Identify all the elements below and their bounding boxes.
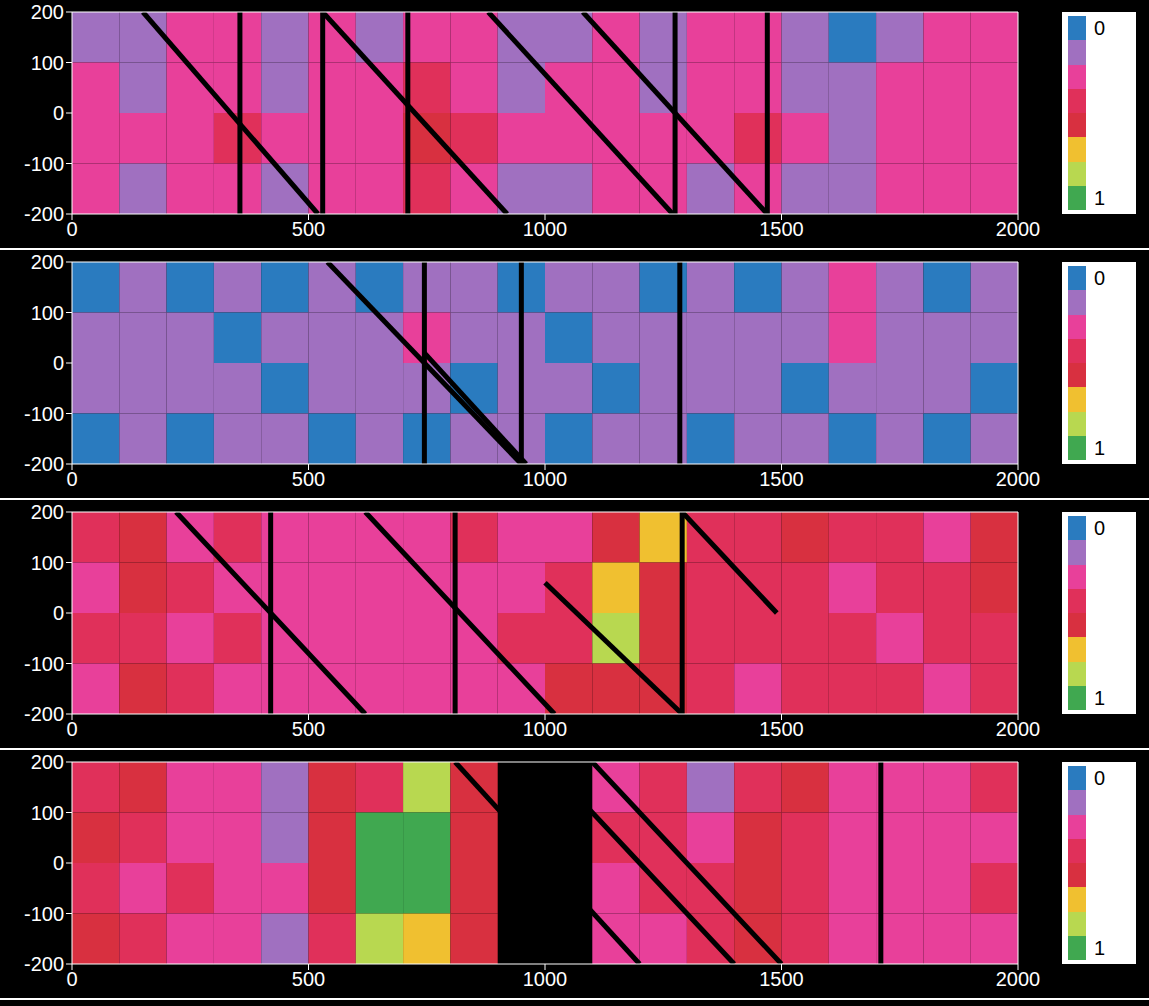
svg-text:0: 0 — [53, 102, 64, 124]
svg-text:100: 100 — [31, 302, 64, 324]
html-text:0: 0 — [1094, 767, 1106, 789]
svg-text:-100: -100 — [24, 653, 64, 675]
svg-text:100: 100 — [31, 802, 64, 824]
svg-text:1500: 1500 — [759, 968, 804, 990]
svg-text:200: 200 — [31, 1, 64, 23]
svg-text:2000: 2000 — [996, 968, 1041, 990]
svg-text:-200: -200 — [24, 953, 64, 975]
svg-text:500: 500 — [292, 218, 325, 240]
svg-text:0: 0 — [66, 218, 77, 240]
svg-text:1500: 1500 — [759, 718, 804, 740]
svg-text:-100: -100 — [24, 403, 64, 425]
svg-text:1000: 1000 — [523, 968, 568, 990]
svg-text:500: 500 — [292, 468, 325, 490]
html-text:0: 0 — [1094, 267, 1106, 289]
svg-text:0: 0 — [66, 968, 77, 990]
svg-text:0: 0 — [53, 602, 64, 624]
svg-text:0: 0 — [66, 718, 77, 740]
svg-text:-100: -100 — [24, 153, 64, 175]
svg-text:-200: -200 — [24, 203, 64, 225]
svg-text:1000: 1000 — [523, 718, 568, 740]
html-text:1: 1 — [1094, 937, 1106, 959]
html-text:0: 0 — [1094, 17, 1106, 39]
svg-text:2000: 2000 — [996, 218, 1041, 240]
svg-text:500: 500 — [292, 718, 325, 740]
svg-text:200: 200 — [31, 751, 64, 773]
html-text:1: 1 — [1094, 437, 1106, 459]
svg-text:1000: 1000 — [523, 468, 568, 490]
svg-text:200: 200 — [31, 251, 64, 273]
svg-text:100: 100 — [31, 552, 64, 574]
svg-text:0: 0 — [53, 352, 64, 374]
svg-text:2000: 2000 — [996, 468, 1041, 490]
svg-text:500: 500 — [292, 968, 325, 990]
svg-text:100: 100 — [31, 52, 64, 74]
svg-text:-200: -200 — [24, 453, 64, 475]
svg-text:-100: -100 — [24, 903, 64, 925]
svg-text:1500: 1500 — [759, 218, 804, 240]
svg-text:-200: -200 — [24, 703, 64, 725]
html-text:1: 1 — [1094, 187, 1106, 209]
svg-text:0: 0 — [53, 852, 64, 874]
svg-text:1500: 1500 — [759, 468, 804, 490]
svg-text:2000: 2000 — [996, 718, 1041, 740]
html-text:0: 0 — [1094, 517, 1106, 539]
html-text:1: 1 — [1094, 687, 1106, 709]
svg-text:0: 0 — [66, 468, 77, 490]
svg-text:1000: 1000 — [523, 218, 568, 240]
svg-text:200: 200 — [31, 501, 64, 523]
